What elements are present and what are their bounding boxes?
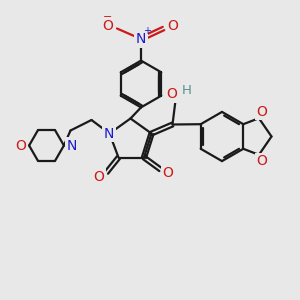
- Text: O: O: [102, 19, 113, 33]
- Text: O: O: [256, 105, 267, 118]
- Text: O: O: [256, 154, 267, 168]
- Text: O: O: [15, 139, 26, 152]
- Text: N: N: [104, 127, 114, 140]
- Text: +: +: [143, 26, 151, 37]
- Text: O: O: [167, 87, 177, 101]
- Text: H: H: [182, 84, 192, 98]
- Text: N: N: [67, 139, 77, 152]
- Text: O: O: [168, 19, 178, 33]
- Text: N: N: [136, 32, 146, 46]
- Text: −: −: [103, 12, 112, 22]
- Text: O: O: [163, 166, 173, 180]
- Text: O: O: [94, 170, 104, 184]
